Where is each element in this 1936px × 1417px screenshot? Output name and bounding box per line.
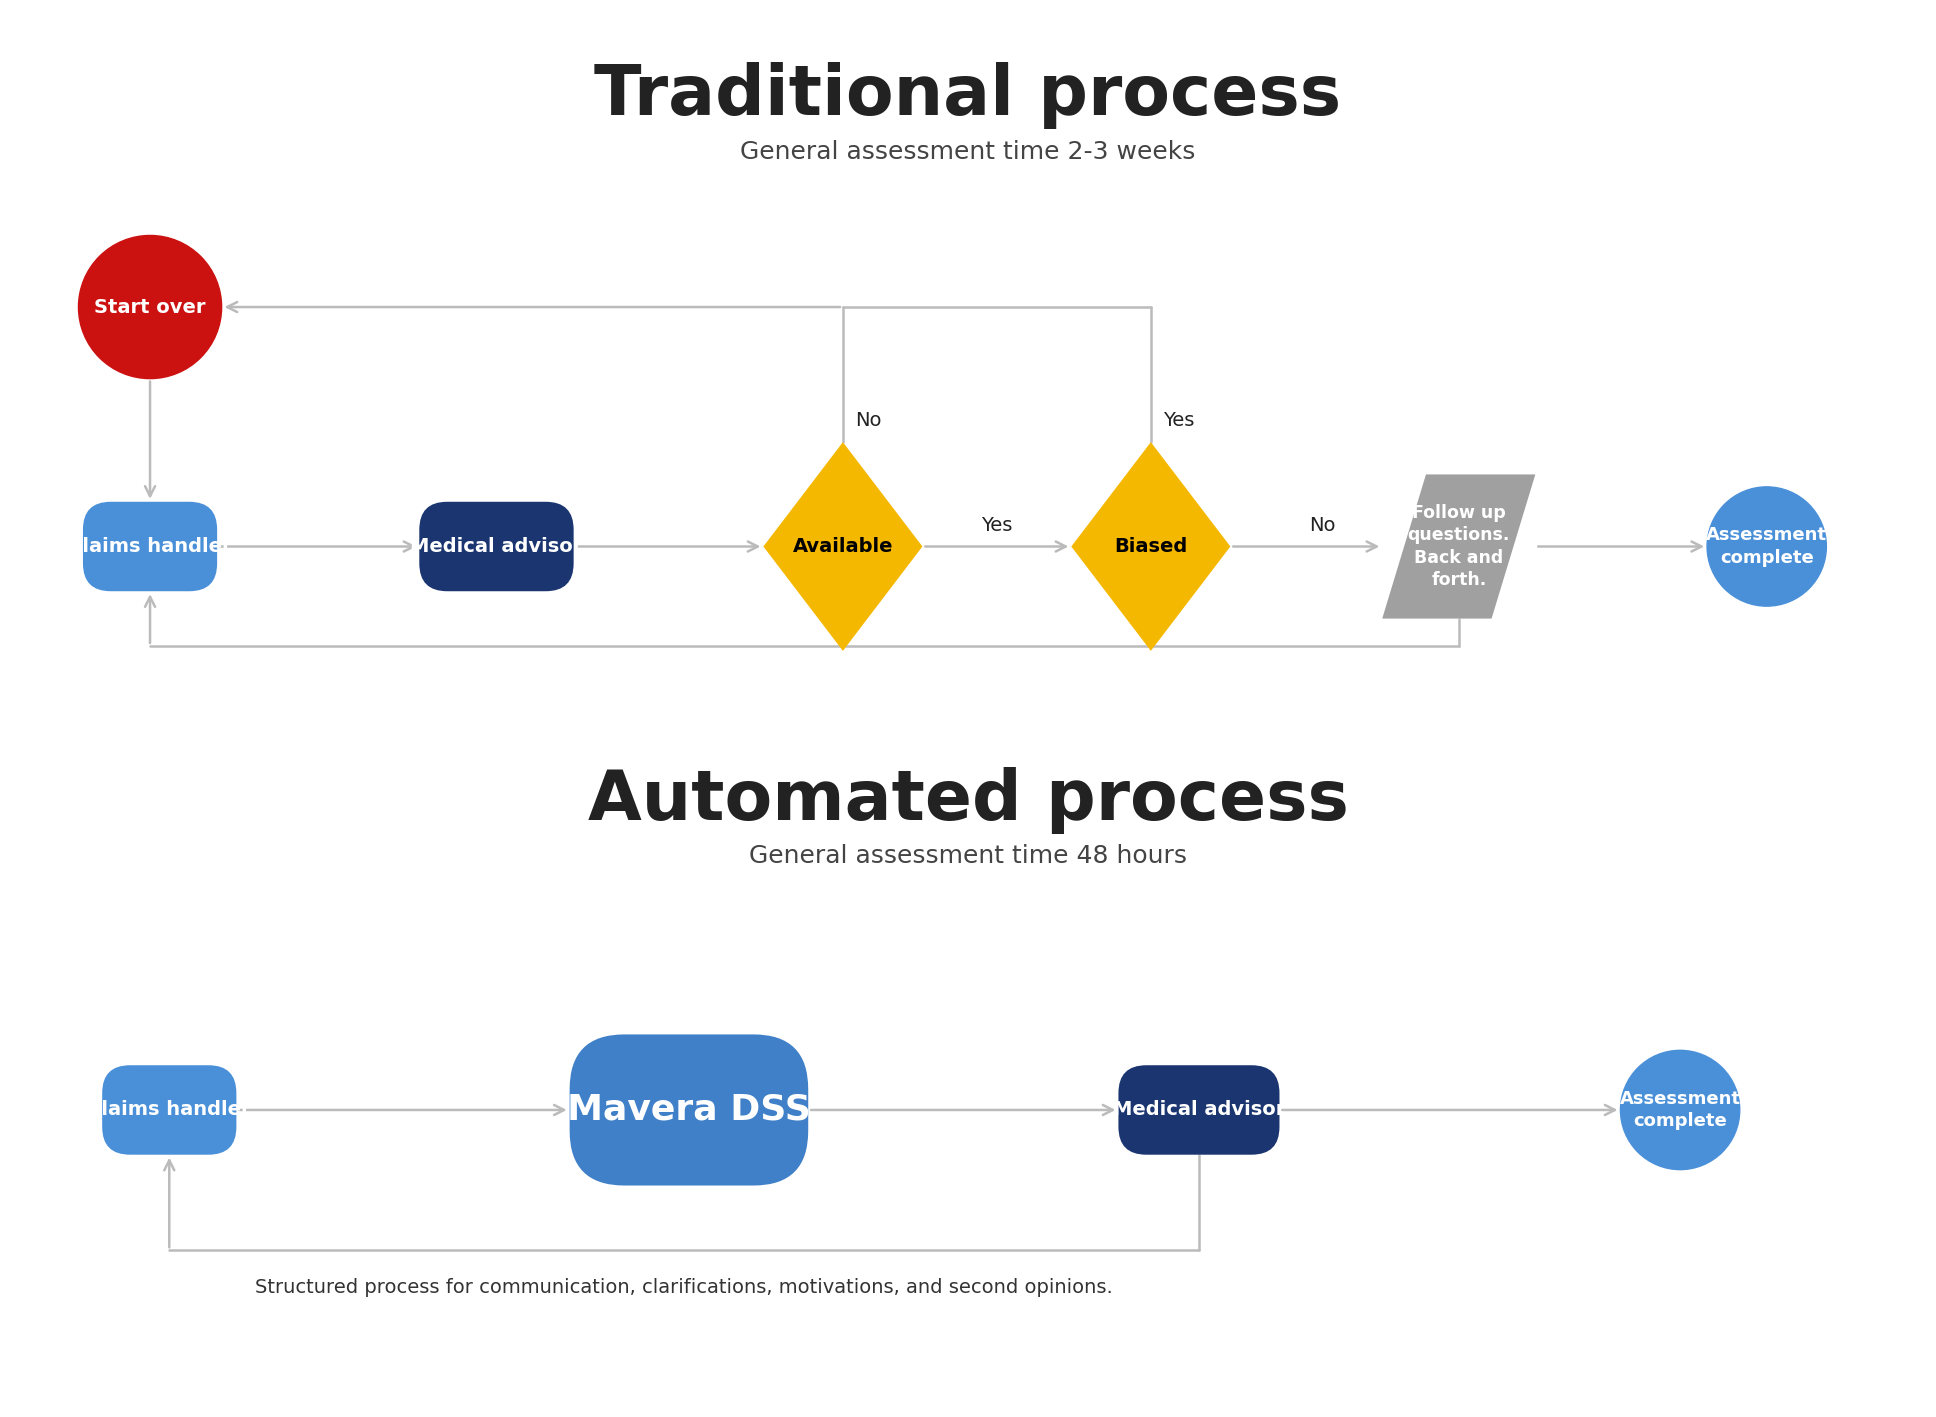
FancyBboxPatch shape bbox=[420, 502, 573, 591]
Text: Follow up
questions.
Back and
forth.: Follow up questions. Back and forth. bbox=[1407, 504, 1510, 589]
Text: Biased: Biased bbox=[1115, 537, 1187, 555]
Text: Available: Available bbox=[792, 537, 892, 555]
Text: Traditional process: Traditional process bbox=[594, 62, 1342, 129]
Text: Start over: Start over bbox=[95, 298, 205, 316]
Polygon shape bbox=[763, 442, 922, 650]
Text: Structured process for communication, clarifications, motivations, and second op: Structured process for communication, cl… bbox=[256, 1278, 1113, 1297]
FancyBboxPatch shape bbox=[103, 1066, 236, 1155]
Text: No: No bbox=[1309, 516, 1336, 534]
Text: Automated process: Automated process bbox=[587, 767, 1349, 833]
Text: Assessment
complete: Assessment complete bbox=[1620, 1090, 1740, 1131]
Text: Yes: Yes bbox=[982, 516, 1013, 534]
Circle shape bbox=[79, 235, 221, 378]
Circle shape bbox=[1620, 1050, 1740, 1169]
Polygon shape bbox=[1071, 442, 1231, 650]
FancyBboxPatch shape bbox=[569, 1034, 807, 1186]
Text: Yes: Yes bbox=[1164, 411, 1195, 431]
Text: General assessment time 2-3 weeks: General assessment time 2-3 weeks bbox=[740, 140, 1196, 164]
Text: Mavera DSS: Mavera DSS bbox=[567, 1093, 811, 1127]
Text: Claims handler: Claims handler bbox=[68, 537, 232, 555]
Text: Medical advisor: Medical advisor bbox=[410, 537, 583, 555]
Text: Assessment
complete: Assessment complete bbox=[1706, 526, 1828, 567]
FancyBboxPatch shape bbox=[1119, 1066, 1280, 1155]
Text: General assessment time 48 hours: General assessment time 48 hours bbox=[749, 845, 1187, 869]
Polygon shape bbox=[1382, 475, 1535, 619]
FancyBboxPatch shape bbox=[83, 502, 217, 591]
Text: Medical advisor: Medical advisor bbox=[1113, 1101, 1286, 1119]
Text: Claims handler: Claims handler bbox=[87, 1101, 252, 1119]
Text: No: No bbox=[856, 411, 881, 431]
Circle shape bbox=[1708, 487, 1826, 606]
